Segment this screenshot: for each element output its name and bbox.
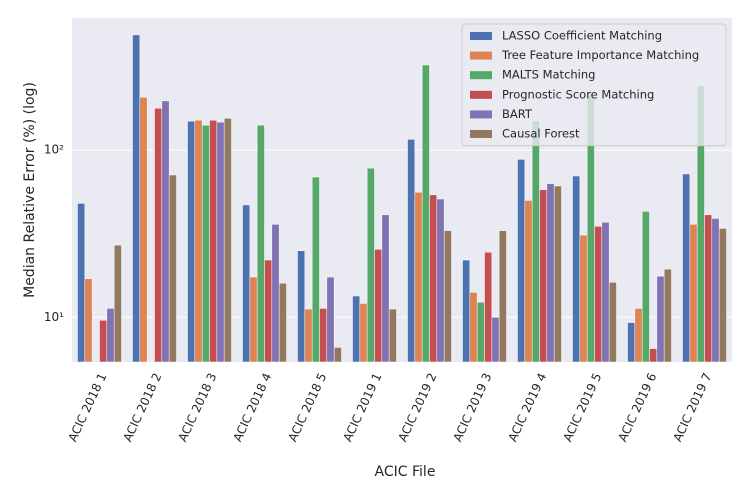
bar <box>381 214 390 363</box>
bar <box>201 124 210 363</box>
bar <box>271 224 280 363</box>
bar <box>476 301 485 363</box>
bar <box>139 97 148 363</box>
y-tick-label: 10¹ <box>44 310 64 324</box>
x-tick-label: ACIC 2018 3 <box>175 371 219 444</box>
bar <box>77 203 86 363</box>
bar <box>718 228 727 363</box>
bar <box>572 175 581 363</box>
legend-swatch <box>470 130 492 138</box>
bar <box>546 183 555 363</box>
bar <box>594 226 603 363</box>
bar <box>689 224 698 363</box>
bar <box>352 295 361 363</box>
legend-swatch <box>470 90 492 99</box>
bar <box>154 107 163 363</box>
bar <box>168 174 177 363</box>
legend-box <box>461 23 727 147</box>
x-tick-label: ACIC 2019 2 <box>395 371 439 444</box>
bar <box>462 259 471 363</box>
legend-label: MALTS Matching <box>502 68 595 82</box>
bar <box>641 211 650 363</box>
bar <box>484 251 493 363</box>
bar <box>216 121 225 363</box>
bar <box>359 303 368 363</box>
bar <box>421 64 430 363</box>
x-tick-label: ACIC 2019 3 <box>450 371 494 444</box>
bar <box>304 308 313 363</box>
bar <box>297 250 306 363</box>
x-tick-label: ACIC 2018 2 <box>120 371 164 444</box>
bar <box>388 308 397 363</box>
bar <box>209 119 218 363</box>
bar <box>608 281 617 363</box>
bar <box>407 139 416 363</box>
legend-label: BART <box>502 107 533 121</box>
bar <box>366 167 375 363</box>
bar <box>704 214 713 363</box>
legend-swatch <box>470 51 492 60</box>
bar <box>223 118 232 363</box>
legend-swatch <box>470 110 492 119</box>
bar <box>374 249 383 363</box>
x-tick-label: ACIC 2019 6 <box>615 371 659 444</box>
bar <box>469 292 478 363</box>
bar <box>634 308 643 363</box>
legend-label: Prognostic Score Matching <box>502 87 654 101</box>
bar <box>249 276 258 363</box>
bar <box>579 234 588 363</box>
bar <box>553 185 562 363</box>
bar <box>161 100 170 363</box>
bar <box>326 276 335 363</box>
bar <box>663 268 672 363</box>
bar <box>187 120 196 363</box>
x-tick-label: ACIC 2019 1 <box>340 371 384 444</box>
bar <box>539 189 548 363</box>
bar <box>711 218 720 363</box>
bar <box>531 120 540 363</box>
x-tick-label: ACIC 2018 5 <box>285 371 329 444</box>
legend-swatch <box>470 32 492 40</box>
bar <box>498 230 507 363</box>
x-axis-label: ACIC File <box>375 464 436 480</box>
bar <box>333 347 342 363</box>
bar <box>414 191 423 363</box>
bar <box>194 119 203 363</box>
x-tick-label: ACIC 2018 4 <box>230 371 274 444</box>
bar <box>264 259 273 363</box>
bar <box>429 194 438 363</box>
bar <box>113 244 122 363</box>
x-tick-label: ACIC 2019 5 <box>560 371 604 444</box>
legend-label: Causal Forest <box>502 127 580 141</box>
bar <box>682 173 691 363</box>
bar <box>649 348 658 363</box>
y-tick-label: 10² <box>44 143 64 157</box>
x-tick-label: ACIC 2019 7 <box>670 371 714 444</box>
bar <box>517 159 526 363</box>
bar <box>443 230 452 363</box>
bar <box>491 317 500 363</box>
bar <box>256 124 265 363</box>
bar <box>132 34 141 363</box>
bar <box>436 198 445 363</box>
x-tick-label: ACIC 2019 4 <box>505 371 549 444</box>
bar <box>627 322 636 363</box>
legend-label: Tree Feature Importance Matching <box>501 48 699 62</box>
x-tick-label: ACIC 2018 1 <box>65 371 109 444</box>
bar <box>242 204 251 363</box>
bar <box>524 200 533 363</box>
legend-label: LASSO Coefficient Matching <box>502 29 662 43</box>
bar <box>601 222 610 363</box>
bar <box>84 278 93 363</box>
bar <box>99 319 108 363</box>
bar <box>278 282 287 363</box>
legend-swatch <box>470 71 492 80</box>
bar <box>106 308 115 363</box>
bar <box>319 308 328 363</box>
bar <box>311 176 320 363</box>
y-axis-label: Median Relative Error (%) (log) <box>22 82 38 298</box>
bar <box>656 275 665 363</box>
